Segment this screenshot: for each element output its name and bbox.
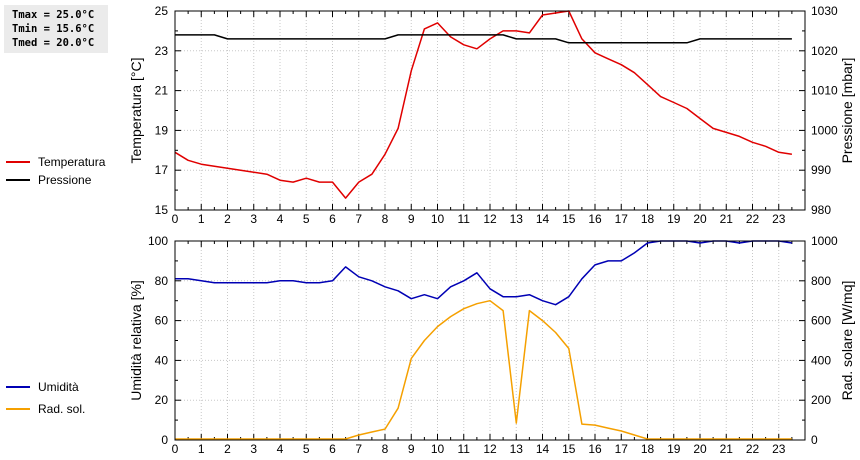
panel1-x-tick-label: 22 — [746, 212, 760, 226]
panel1-y2-tick-label: 1020 — [811, 44, 838, 58]
panel2-y-axis-title: Umidità relativa [%] — [128, 280, 144, 401]
panel2-x-tick-label: 21 — [720, 442, 734, 456]
stat-tmed: Tmed = 20.0°C — [12, 37, 95, 49]
panel1-y-tick-label: 15 — [155, 203, 169, 217]
panel2-x-tick-label: 15 — [562, 442, 576, 456]
panel2-x-tick-label: 2 — [224, 442, 231, 456]
panel1-x-tick-label: 9 — [408, 212, 415, 226]
panel2-legend-label-1: Umidità — [38, 380, 79, 394]
panel2-y2-tick-label: 0 — [811, 433, 818, 447]
panel1-x-tick-label: 19 — [667, 212, 681, 226]
panel1-x-tick-label: 17 — [615, 212, 629, 226]
panel2-x-tick-label: 16 — [588, 442, 602, 456]
panel1-y-tick-label: 19 — [155, 123, 169, 137]
panel1-x-tick-label: 16 — [588, 212, 602, 226]
panel2-x-tick-label: 10 — [431, 442, 445, 456]
panel1-plot-frame — [174, 10, 806, 211]
panel1-x-tick-label: 11 — [458, 212, 471, 226]
panel2-plot-frame — [174, 240, 806, 441]
panel1-x-tick-label: 18 — [641, 212, 655, 226]
panel2-x-tick-label: 23 — [772, 442, 786, 456]
stat-tmax: Tmax = 25.0°C — [12, 9, 95, 21]
panel2-y-tick-label: 0 — [161, 433, 168, 447]
panel2-y2-tick-label: 1000 — [811, 234, 838, 248]
panel1-y2-tick-label: 990 — [811, 163, 831, 177]
panel1-legend-label-1: Temperatura — [38, 155, 106, 169]
panel2-legend-label-2: Rad. sol. — [38, 402, 85, 416]
panel1-x-tick-label: 8 — [382, 212, 389, 226]
panel1-y-tick-label: 17 — [155, 163, 169, 177]
panel2-y-tick-label: 100 — [148, 234, 168, 248]
panel2-x-tick-label: 4 — [277, 442, 284, 456]
panel1-x-tick-label: 15 — [562, 212, 576, 226]
panel2-x-tick-label: 9 — [408, 442, 415, 456]
panel1-x-tick-label: 3 — [250, 212, 257, 226]
panel2-x-tick-label: 13 — [510, 442, 524, 456]
panel1-x-tick-label: 10 — [431, 212, 445, 226]
panel1-x-tick-label: 23 — [772, 212, 786, 226]
panel1-y2-axis-title: Pressione [mbar] — [839, 58, 855, 164]
panel1-x-tick-label: 20 — [693, 212, 707, 226]
panel1-y-tick-label: 25 — [155, 4, 169, 18]
panel2-x-tick-label: 0 — [172, 442, 179, 456]
panel1-series-1-line — [174, 10, 793, 199]
panel1-y-axis-title: Temperatura [°C] — [128, 58, 144, 164]
panel2-x-tick-label: 7 — [355, 442, 362, 456]
panel2-x-tick-label: 5 — [303, 442, 310, 456]
panel1-x-tick-label: 2 — [224, 212, 231, 226]
panel2-x-tick-label: 17 — [615, 442, 629, 456]
panel1-x-tick-label: 13 — [510, 212, 524, 226]
panel2-y2-tick-label: 400 — [811, 353, 831, 367]
panel2-x-tick-label: 14 — [536, 442, 550, 456]
panel2-y-tick-label: 20 — [155, 393, 169, 407]
panel2-x-tick-label: 11 — [458, 442, 471, 456]
panel1-x-tick-label: 12 — [483, 212, 497, 226]
panel2-y-tick-label: 40 — [155, 353, 169, 367]
panel2-x-tick-label: 1 — [198, 442, 205, 456]
stat-tmin: Tmin = 15.6°C — [12, 23, 95, 35]
panel1-x-tick-label: 14 — [536, 212, 550, 226]
panel1-y-tick-label: 23 — [155, 44, 169, 58]
panel1-x-tick-label: 21 — [720, 212, 734, 226]
panel1-series-2-line — [175, 34, 792, 44]
panel2-y2-tick-label: 600 — [811, 314, 831, 328]
panel1-legend-label-2: Pressione — [38, 173, 92, 187]
panel2-series-2-line — [175, 299, 792, 440]
panel1-y2-tick-label: 1030 — [811, 4, 838, 18]
panel1-x-tick-label: 4 — [277, 212, 284, 226]
panel2-x-tick-label: 19 — [667, 442, 681, 456]
panel1-y2-tick-label: 1000 — [811, 123, 838, 137]
panel2-x-tick-label: 12 — [483, 442, 497, 456]
panel1-y2-tick-label: 980 — [811, 203, 831, 217]
panel1-x-tick-label: 0 — [172, 212, 179, 226]
panel1-x-tick-label: 7 — [355, 212, 362, 226]
panel2-x-tick-label: 18 — [641, 442, 655, 456]
panel1-x-tick-label: 5 — [303, 212, 310, 226]
panel2-y-tick-label: 60 — [155, 314, 169, 328]
panel2-y-tick-label: 80 — [155, 274, 169, 288]
panel2-x-tick-label: 8 — [382, 442, 389, 456]
panel1-x-tick-label: 1 — [198, 212, 205, 226]
panel2-x-tick-label: 6 — [329, 442, 336, 456]
panel2-x-tick-label: 22 — [746, 442, 760, 456]
panel1-y-tick-label: 21 — [155, 84, 169, 98]
panel2-y2-axis-title: Rad. solare [W/mq] — [839, 281, 855, 401]
panel1-x-tick-label: 6 — [329, 212, 336, 226]
panel2-series-1-line — [175, 240, 793, 306]
panel2-x-tick-label: 20 — [693, 442, 707, 456]
stats-box: Tmax = 25.0°C Tmin = 15.6°C Tmed = 20.0°… — [4, 5, 108, 53]
panel2-y2-tick-label: 800 — [811, 274, 831, 288]
panel2-x-tick-label: 3 — [250, 442, 257, 456]
panel2-y2-tick-label: 200 — [811, 393, 831, 407]
panel1-y2-tick-label: 1010 — [811, 84, 838, 98]
